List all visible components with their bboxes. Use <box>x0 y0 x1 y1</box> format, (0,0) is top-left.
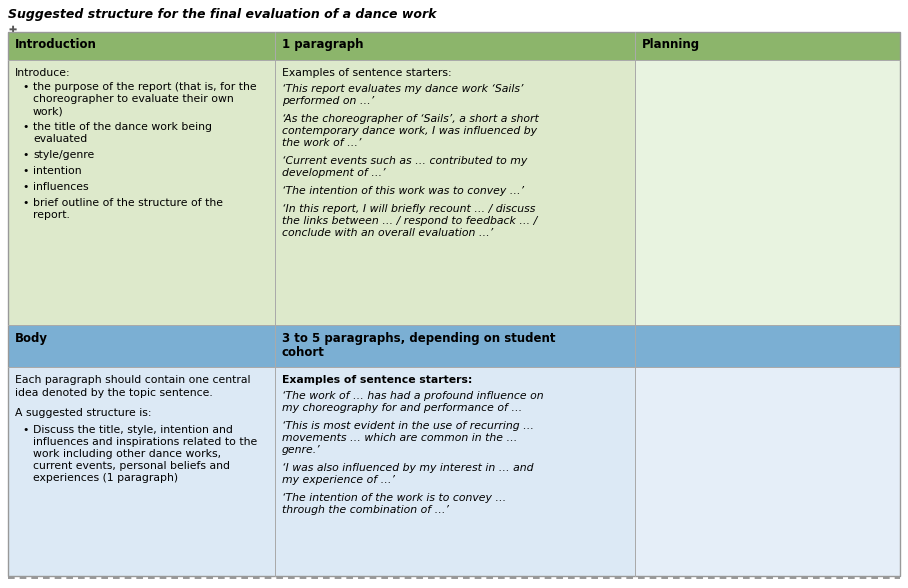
Text: •: • <box>22 182 28 192</box>
Bar <box>635 367 900 576</box>
Bar <box>275 367 635 576</box>
Bar <box>8 60 275 325</box>
Text: Planning: Planning <box>642 38 700 51</box>
Text: •: • <box>22 198 28 208</box>
Text: work including other dance works,: work including other dance works, <box>33 449 222 459</box>
Text: current events, personal beliefs and: current events, personal beliefs and <box>33 461 230 471</box>
Text: style/genre: style/genre <box>33 150 94 160</box>
Text: the work of …’: the work of …’ <box>282 138 361 148</box>
Text: conclude with an overall evaluation …’: conclude with an overall evaluation …’ <box>282 228 493 238</box>
Text: Examples of sentence starters:: Examples of sentence starters: <box>282 375 472 385</box>
Bar <box>275 325 635 367</box>
Text: performed on …’: performed on …’ <box>282 96 374 106</box>
Text: •: • <box>22 425 28 435</box>
Text: influences and inspirations related to the: influences and inspirations related to t… <box>33 437 257 447</box>
Text: ‘The intention of the work is to convey …: ‘The intention of the work is to convey … <box>282 493 507 503</box>
Text: ‘In this report, I will briefly recount … / discuss: ‘In this report, I will briefly recount … <box>282 204 536 214</box>
Text: ‘This report evaluates my dance work ‘Sails’: ‘This report evaluates my dance work ‘Sa… <box>282 84 524 94</box>
Text: A suggested structure is:: A suggested structure is: <box>15 408 152 418</box>
Text: ‘The work of … has had a profound influence on: ‘The work of … has had a profound influe… <box>282 391 544 401</box>
Text: •: • <box>22 122 28 132</box>
Text: brief outline of the structure of the: brief outline of the structure of the <box>33 198 223 208</box>
Text: cohort: cohort <box>282 346 325 359</box>
Text: ‘This is most evident in the use of recurring …: ‘This is most evident in the use of recu… <box>282 421 534 431</box>
Text: the purpose of the report (that is, for the: the purpose of the report (that is, for … <box>33 82 257 92</box>
Text: my choreography for and performance of …: my choreography for and performance of … <box>282 403 522 413</box>
Text: ‘Current events such as … contributed to my: ‘Current events such as … contributed to… <box>282 156 528 166</box>
Text: Discuss the title, style, intention and: Discuss the title, style, intention and <box>33 425 232 435</box>
Text: 3 to 5 paragraphs, depending on student: 3 to 5 paragraphs, depending on student <box>282 332 556 345</box>
Text: my experience of …’: my experience of …’ <box>282 475 395 485</box>
Text: Introduction: Introduction <box>15 38 97 51</box>
Text: choreographer to evaluate their own: choreographer to evaluate their own <box>33 94 233 104</box>
Text: genre.’: genre.’ <box>282 445 321 455</box>
Bar <box>275 60 635 325</box>
Text: contemporary dance work, I was influenced by: contemporary dance work, I was influence… <box>282 126 537 136</box>
Bar <box>8 32 275 60</box>
Text: ‘As the choreographer of ‘Sails’, a short a short: ‘As the choreographer of ‘Sails’, a shor… <box>282 114 538 124</box>
Text: evaluated: evaluated <box>33 134 87 144</box>
Text: Each paragraph should contain one central: Each paragraph should contain one centra… <box>15 375 251 385</box>
Text: Examples of sentence starters:: Examples of sentence starters: <box>282 68 451 78</box>
Text: experiences (1 paragraph): experiences (1 paragraph) <box>33 473 178 483</box>
Text: Suggested structure for the final evaluation of a dance work: Suggested structure for the final evalua… <box>8 8 437 21</box>
Bar <box>8 367 275 576</box>
Bar <box>275 32 635 60</box>
Text: ✚: ✚ <box>8 25 16 35</box>
Text: •: • <box>22 82 28 92</box>
Text: report.: report. <box>33 210 70 220</box>
Bar <box>635 32 900 60</box>
Text: movements … which are common in the …: movements … which are common in the … <box>282 433 518 443</box>
Text: Body: Body <box>15 332 48 345</box>
Text: the links between … / respond to feedback … /: the links between … / respond to feedbac… <box>282 216 538 226</box>
Text: Introduce:: Introduce: <box>15 68 71 78</box>
Text: work): work) <box>33 106 64 116</box>
Text: •: • <box>22 150 28 160</box>
Bar <box>8 325 275 367</box>
Text: 1 paragraph: 1 paragraph <box>282 38 363 51</box>
Text: ‘I was also influenced by my interest in … and: ‘I was also influenced by my interest in… <box>282 463 534 473</box>
Text: intention: intention <box>33 166 82 176</box>
Text: idea denoted by the topic sentence.: idea denoted by the topic sentence. <box>15 388 212 398</box>
Text: •: • <box>22 166 28 176</box>
Text: the title of the dance work being: the title of the dance work being <box>33 122 212 132</box>
Bar <box>635 325 900 367</box>
Bar <box>635 60 900 325</box>
Text: through the combination of …’: through the combination of …’ <box>282 505 449 515</box>
Text: influences: influences <box>33 182 89 192</box>
Text: ‘The intention of this work was to convey …’: ‘The intention of this work was to conve… <box>282 186 524 196</box>
Text: development of …’: development of …’ <box>282 168 386 178</box>
